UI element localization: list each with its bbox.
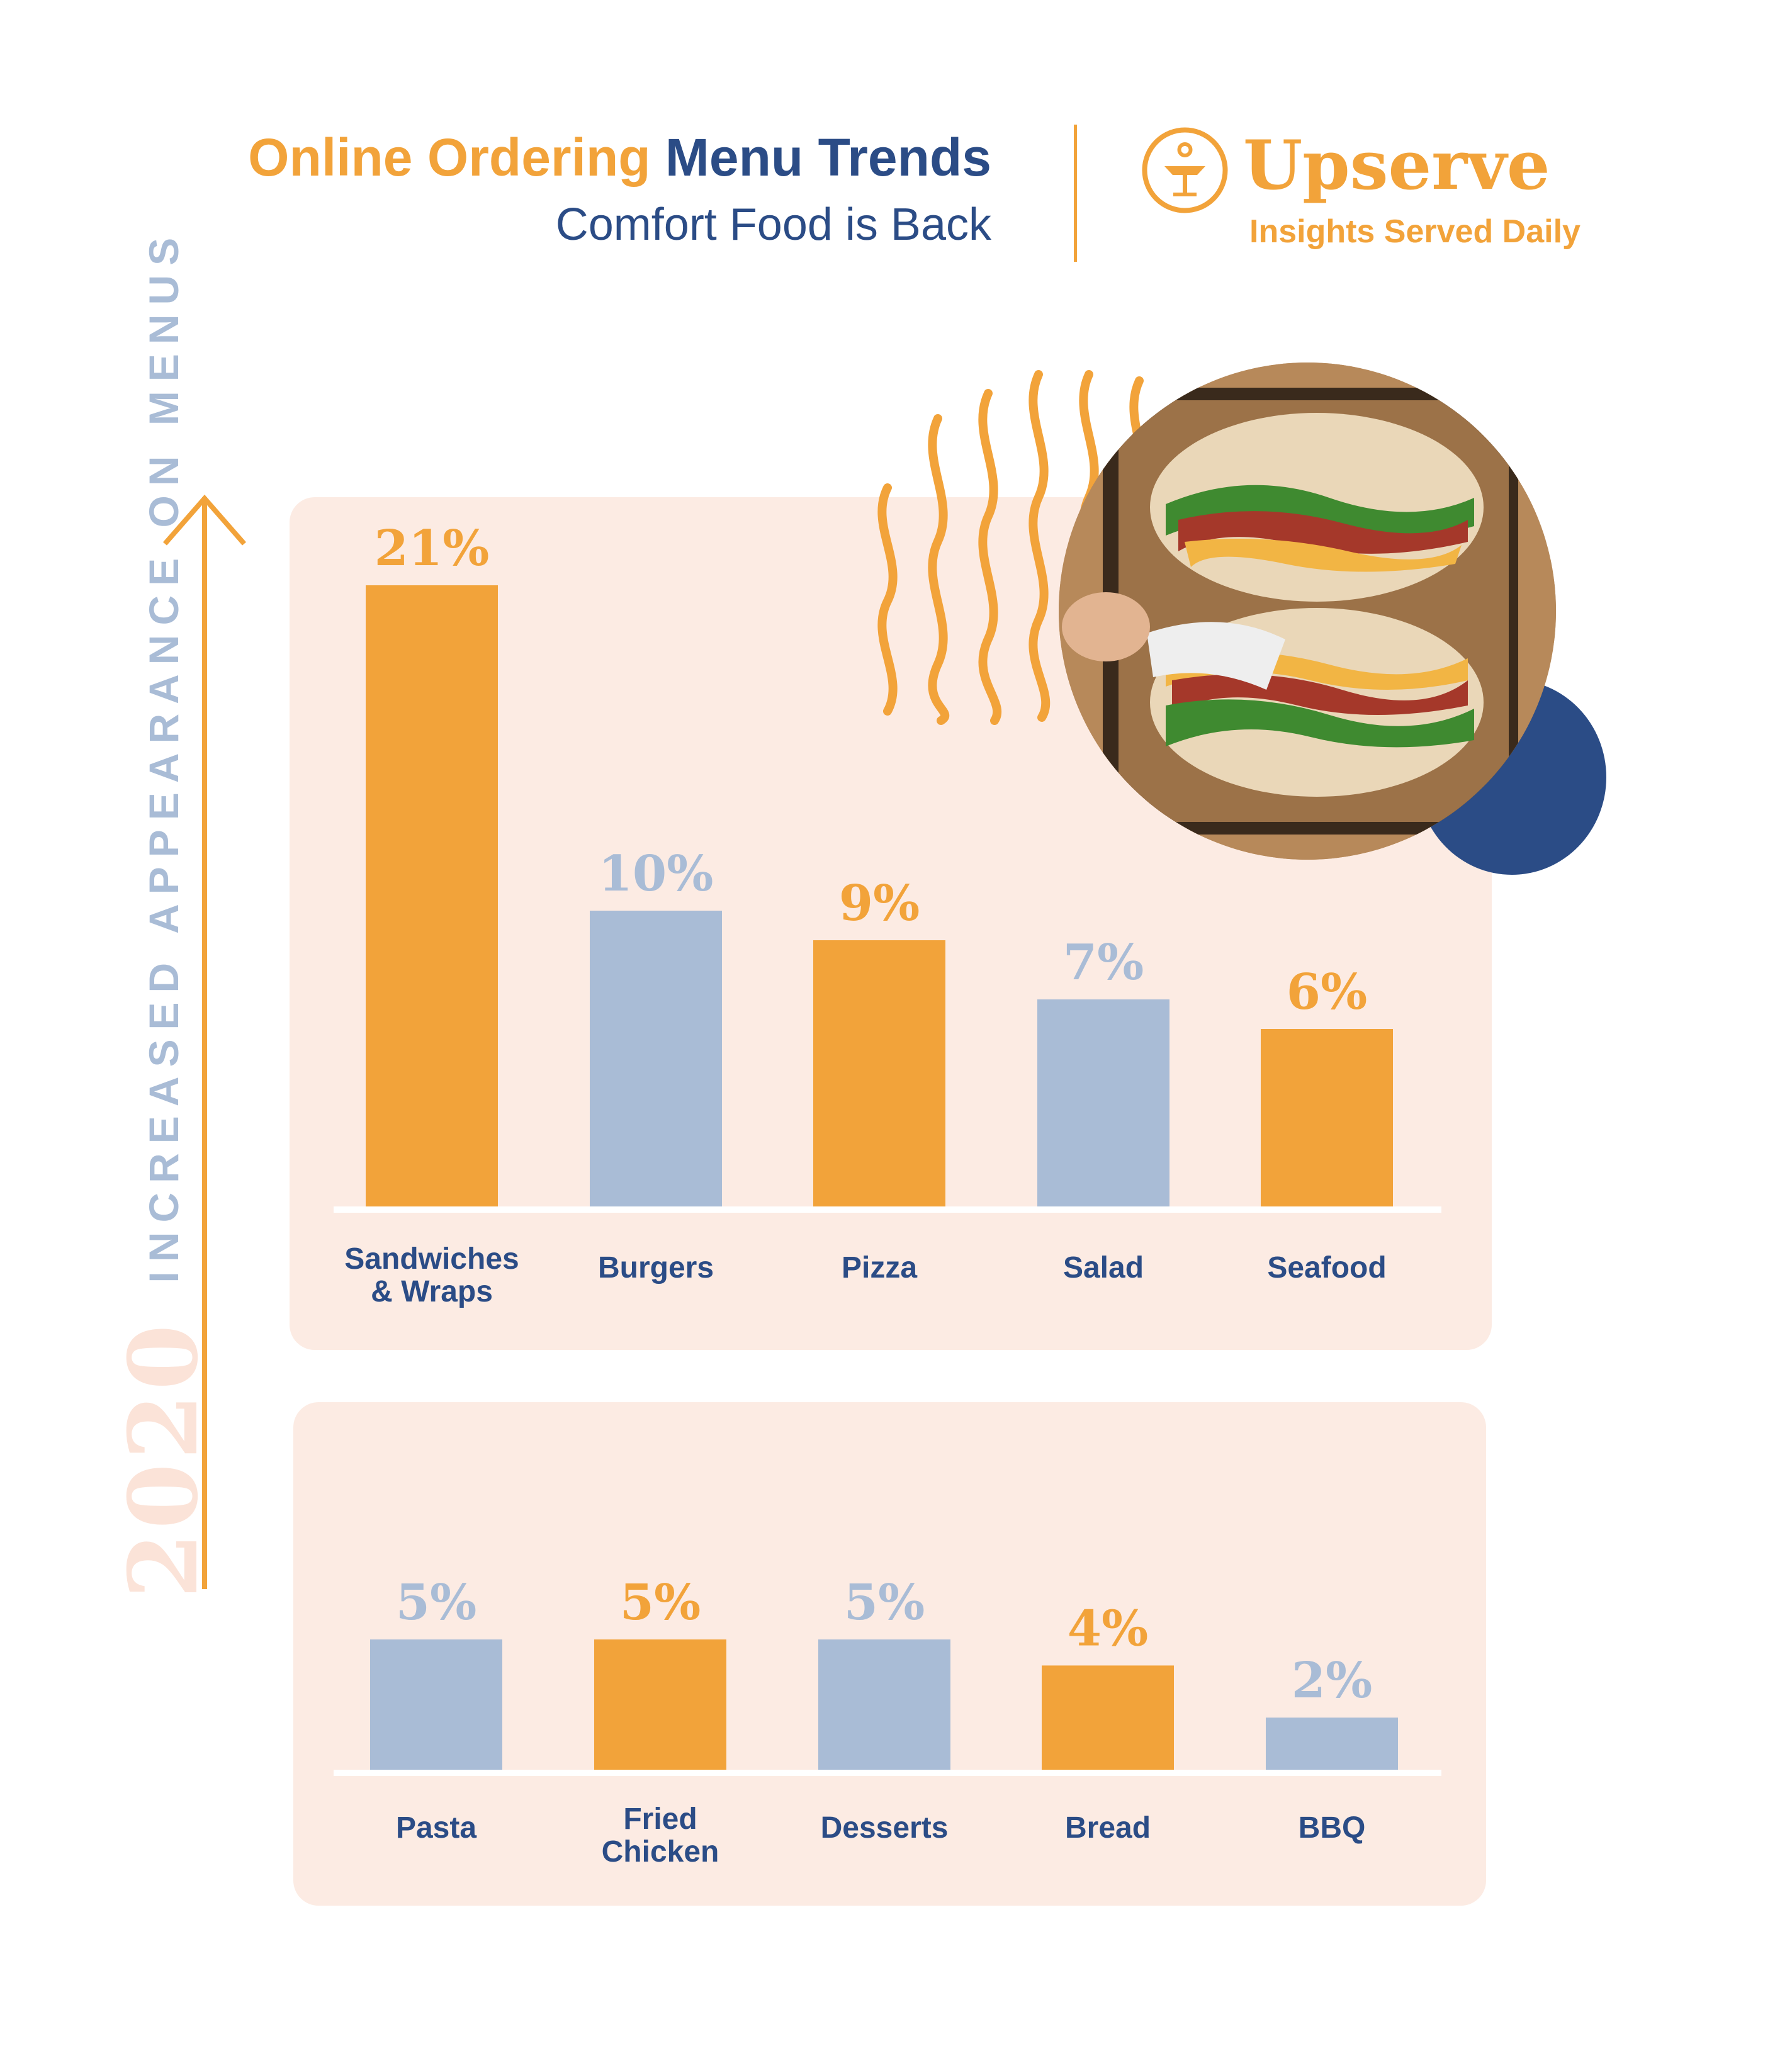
value-label: 7% [1063, 934, 1144, 991]
bar [594, 1639, 726, 1770]
category-label: Sandwiches & Wraps [344, 1242, 519, 1308]
axis-arrow-icon [162, 494, 247, 1589]
header-divider [1074, 125, 1077, 262]
value-label: 4% [1068, 1600, 1148, 1657]
value-label: 6% [1287, 964, 1367, 1021]
bar [1266, 1717, 1398, 1770]
title-part-blue: Menu Trends [665, 128, 991, 187]
page-title: Online Ordering Menu Trends [126, 128, 991, 186]
value-label: 5% [396, 1574, 476, 1631]
category-label: Salad [1063, 1251, 1144, 1284]
page-subtitle: Comfort Food is Back [555, 200, 991, 250]
bar [590, 911, 722, 1206]
category-label: Pasta [396, 1811, 476, 1845]
bar [813, 940, 945, 1206]
value-label: 9% [839, 875, 920, 932]
value-label: 10% [599, 845, 714, 902]
category-label: Pizza [842, 1251, 917, 1284]
title-part-orange: Online Ordering [248, 128, 651, 187]
value-label: 2% [1292, 1652, 1372, 1709]
category-label: Desserts [821, 1811, 949, 1845]
chart-top-baseline [334, 1206, 1441, 1213]
bar [818, 1639, 950, 1770]
sandwich-photo [1059, 363, 1556, 860]
category-label: Burgers [598, 1251, 714, 1284]
upserve-logo-icon [1139, 125, 1231, 216]
bar [1037, 999, 1169, 1206]
category-label: Bread [1065, 1811, 1151, 1845]
bar [370, 1639, 502, 1770]
bar [366, 585, 498, 1206]
chart-bottom-baseline [334, 1770, 1441, 1776]
bar [1261, 1029, 1393, 1206]
category-label: Seafood [1267, 1251, 1386, 1284]
category-label: BBQ [1299, 1811, 1366, 1845]
value-label: 21% [375, 520, 490, 577]
category-label: Fried Chicken [602, 1802, 719, 1869]
value-label: 5% [844, 1574, 925, 1631]
value-label: 5% [620, 1574, 701, 1631]
brand-name: Upserve [1243, 126, 1550, 205]
bar [1042, 1665, 1174, 1770]
brand-tagline: Insights Served Daily [1249, 213, 1581, 250]
